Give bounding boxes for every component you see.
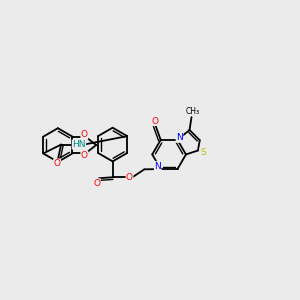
Text: N: N: [154, 162, 161, 171]
Text: O: O: [126, 173, 133, 182]
Text: O: O: [151, 116, 158, 125]
Text: N: N: [176, 134, 183, 142]
Text: HN: HN: [72, 140, 86, 149]
Text: O: O: [54, 159, 61, 168]
Text: CH₃: CH₃: [185, 106, 200, 116]
Text: S: S: [200, 148, 206, 157]
Text: O: O: [81, 151, 88, 160]
Text: O: O: [93, 179, 100, 188]
Text: O: O: [81, 130, 88, 139]
